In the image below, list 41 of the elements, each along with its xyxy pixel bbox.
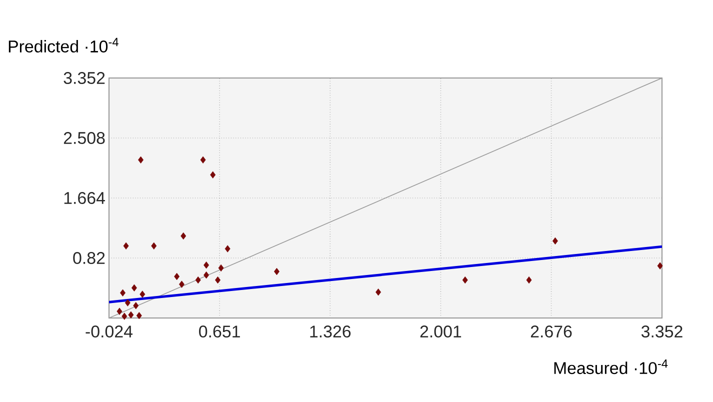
point [136,312,142,320]
point [274,268,280,276]
point [140,290,146,298]
y-axis-title: Predicted ·10$^{-4}$ [8,38,118,52]
point [218,264,224,272]
x-tick-label: 1.326 [310,326,351,338]
y-tick-label: 1.664 [64,192,105,204]
point [204,262,210,269]
point [210,171,216,178]
point [174,272,180,280]
point [462,276,468,284]
point [123,242,129,250]
point [128,311,134,318]
point [552,237,558,245]
point [124,299,130,306]
y-tick-label: 2.508 [64,132,105,144]
point [224,245,230,252]
x-tick-label: -0.024 [86,326,133,338]
point [376,288,382,296]
point [200,156,206,164]
point [204,271,210,279]
y-tick-label: 3.352 [64,72,105,84]
point [131,284,137,292]
point [120,289,126,296]
x-axis-title: Measured ·10$^{-4}$ [554,360,668,374]
point [151,242,157,250]
y-tick-label: 0.82 [73,252,105,264]
x-tick-label: 3.352 [641,326,682,338]
point [122,312,128,320]
x-tick-label: 2.676 [530,326,572,338]
x-tick-label: 2.001 [420,326,462,338]
point [178,280,184,288]
point [215,276,221,284]
point [138,156,144,164]
point [116,308,122,315]
point [657,262,663,270]
point [180,232,186,240]
point [195,276,201,284]
point [526,276,532,284]
point [133,302,139,310]
x-tick-label: 0.651 [199,326,240,338]
